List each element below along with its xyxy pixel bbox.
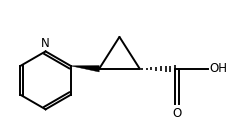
Text: OH: OH	[209, 62, 227, 75]
Polygon shape	[71, 66, 99, 72]
Text: N: N	[41, 37, 50, 50]
Text: O: O	[173, 107, 182, 120]
